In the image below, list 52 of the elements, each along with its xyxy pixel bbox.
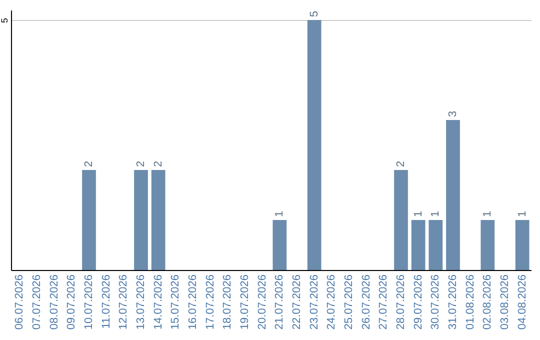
data-label: 1 [412, 210, 424, 217]
x-tick-label: 25.07.2026 [343, 274, 355, 330]
x-tick-label: 22.07.2026 [291, 274, 303, 330]
x-tick-label: 13.07.2026 [135, 274, 147, 330]
data-label: 1 [482, 210, 494, 217]
x-tick-label: 03.08.2026 [499, 274, 511, 330]
data-label: 1 [274, 210, 286, 217]
x-tick-label: 02.08.2026 [482, 274, 494, 330]
data-label: 5 [308, 10, 320, 17]
data-label: 2 [83, 160, 95, 167]
x-tick-label: 01.08.2026 [464, 274, 476, 330]
data-label: 1 [430, 210, 442, 217]
bar [134, 170, 148, 270]
data-label: 2 [395, 160, 407, 167]
x-tick-label: 30.07.2026 [430, 274, 442, 330]
bar [307, 20, 322, 270]
x-tick-label: 17.07.2026 [204, 274, 216, 330]
bar [480, 220, 495, 270]
data-label: 2 [135, 160, 147, 167]
x-tick-label: 29.07.2026 [412, 274, 424, 330]
x-tick-label: 04.08.2026 [516, 274, 528, 330]
x-tick-label: 09.07.2026 [66, 274, 78, 330]
bar [411, 220, 426, 270]
data-label: 2 [152, 160, 164, 167]
x-tick-label: 15.07.2026 [170, 274, 182, 330]
bar [428, 220, 443, 270]
x-tick-label: 16.07.2026 [187, 274, 199, 330]
bar [394, 170, 408, 270]
bar [446, 120, 460, 270]
x-tick-label: 11.07.2026 [100, 274, 112, 329]
x-tick-label: 08.07.2026 [48, 274, 60, 330]
x-tick-label: 10.07.2026 [83, 274, 95, 330]
x-tick-label: 21.07.2026 [274, 274, 286, 330]
data-label: 3 [447, 110, 459, 117]
x-tick-label: 27.07.2026 [378, 274, 390, 330]
bar [515, 220, 530, 270]
x-tick-label: 19.07.2026 [239, 274, 251, 330]
x-tick-label: 14.07.2026 [152, 274, 164, 330]
x-tick-label: 26.07.2026 [360, 274, 372, 330]
x-tick-label: 23.07.2026 [308, 274, 320, 330]
x-tick-label: 31.07.2026 [447, 274, 459, 330]
x-tick-label: 06.07.2026 [14, 274, 26, 330]
x-tick-label: 24.07.2026 [326, 274, 338, 330]
x-tick-label: 18.07.2026 [222, 274, 234, 330]
x-tick-label: 28.07.2026 [395, 274, 407, 330]
x-tick-label: 07.07.2026 [31, 274, 43, 330]
data-label: 1 [516, 210, 528, 217]
bar [82, 170, 96, 270]
x-tick-label: 20.07.2026 [256, 274, 268, 330]
bar [272, 220, 287, 270]
x-tick-label: 12.07.2026 [118, 274, 130, 330]
bar [151, 170, 166, 270]
